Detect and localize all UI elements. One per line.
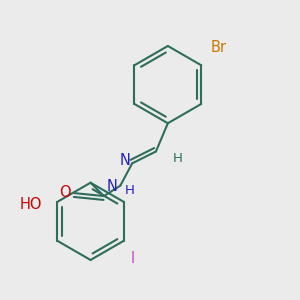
Text: H: H [125, 184, 135, 197]
Text: N: N [120, 153, 131, 168]
Text: Br: Br [211, 40, 227, 55]
Text: I: I [131, 251, 135, 266]
Text: O: O [59, 185, 70, 200]
Text: H: H [172, 152, 182, 165]
Text: N: N [106, 179, 117, 194]
Text: HO: HO [20, 197, 42, 212]
